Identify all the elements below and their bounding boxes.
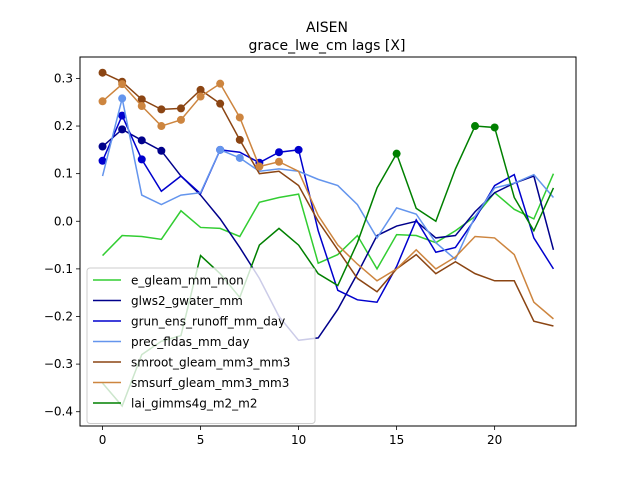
data-point-smsurf_gleam_mm3_mm3-2: [137, 102, 146, 111]
y-tick-label-3: −0.1: [44, 262, 73, 276]
legend-box: [86, 267, 316, 424]
data-point-smroot_gleam_mm3_mm3-5: [196, 85, 205, 94]
x-tick-label-10: 10: [291, 433, 306, 447]
legend: e_gleam_mm_mon glws2_gwater_mm grun_ens_ru…: [86, 267, 316, 424]
data-point-smsurf_gleam_mm3_mm3-5: [196, 92, 205, 101]
data-point-smsurf_gleam_mm3_mm3-7: [235, 113, 244, 122]
data-point-grun_ens_runoff_mm_day-10: [294, 145, 303, 154]
data-point-lai_gimms4g_m2_m2-15: [392, 149, 401, 158]
data-point-grun_ens_runoff_mm_day-1: [118, 111, 127, 120]
legend-label-prec_fldas_mm_day: prec_fldas_mm_day: [131, 335, 250, 349]
series-line-grun_ens_runoff_mm_day: [101, 113, 555, 304]
y-tick-label-4: 0.0: [54, 214, 73, 228]
chart-title: AISEN: [306, 20, 348, 36]
series-line-prec_fldas_mm_day: [101, 98, 555, 261]
legend-label-e_gleam_mm_mon: e_gleam_mm_mon: [131, 274, 244, 288]
data-point-smsurf_gleam_mm3_mm3-6: [216, 79, 225, 88]
y-tick-label-1: −0.3: [44, 357, 73, 371]
x-tick-label-20: 20: [487, 433, 502, 447]
data-point-prec_fldas_mm_day-6: [216, 145, 225, 154]
data-point-grun_ens_runoff_mm_day-2: [137, 155, 146, 164]
y-tick-label-7: 0.3: [54, 71, 73, 85]
data-point-smroot_gleam_mm3_mm3-7: [235, 135, 244, 144]
x-tick-label-15: 15: [389, 433, 404, 447]
x-tick-label-0: 0: [99, 433, 107, 447]
y-tick-label-6: 0.2: [54, 119, 73, 133]
data-point-grun_ens_runoff_mm_day-0: [98, 156, 107, 165]
chart-subtitle: grace_lwe_cm lags [X]: [249, 38, 406, 54]
data-point-smroot_gleam_mm3_mm3-3: [157, 105, 166, 114]
data-point-glws2_gwater_mm-0: [98, 142, 107, 151]
data-point-smroot_gleam_mm3_mm3-6: [216, 99, 225, 108]
plot-area-frame: [79, 56, 577, 427]
legend-label-grun_ens_runoff_mm_day: grun_ens_runoff_mm_day: [131, 315, 285, 329]
data-point-glws2_gwater_mm-1: [118, 125, 127, 134]
legend-label-glws2_gwater_mm: glws2_gwater_mm: [131, 294, 243, 308]
data-point-lai_gimms4g_m2_m2-20: [490, 123, 499, 132]
series-layer: [98, 68, 555, 408]
data-point-smsurf_gleam_mm3_mm3-9: [274, 157, 283, 166]
data-point-grun_ens_runoff_mm_day-9: [274, 148, 283, 157]
data-point-prec_fldas_mm_day-1: [118, 94, 127, 103]
data-point-prec_fldas_mm_day-7: [235, 153, 244, 162]
data-point-smsurf_gleam_mm3_mm3-8: [255, 162, 264, 171]
data-point-smsurf_gleam_mm3_mm3-3: [157, 122, 166, 131]
legend-label-lai_gimms4g_m2_m2: lai_gimms4g_m2_m2: [131, 397, 258, 411]
data-point-smsurf_gleam_mm3_mm3-4: [176, 115, 185, 124]
y-tick-label-5: 0.1: [54, 167, 73, 181]
data-point-lai_gimms4g_m2_m2-19: [471, 122, 480, 131]
data-point-smsurf_gleam_mm3_mm3-1: [118, 80, 127, 89]
data-point-smroot_gleam_mm3_mm3-0: [98, 68, 107, 77]
legend-label-smsurf_gleam_mm3_mm3: smsurf_gleam_mm3_mm3: [131, 376, 289, 390]
ticks-layer: 0 5 10 15 20 −0.4 −0.3 −0.2 −0.1 0.0 0.1 0.2 0.3: [44, 71, 502, 447]
data-point-smsurf_gleam_mm3_mm3-0: [98, 97, 107, 106]
data-point-glws2_gwater_mm-3: [157, 146, 166, 155]
y-tick-label-2: −0.2: [44, 309, 73, 323]
legend-label-smroot_gleam_mm3_mm3: smroot_gleam_mm3_mm3: [131, 356, 290, 370]
series-line-glws2_gwater_mm: [102, 128, 555, 342]
y-tick-label-0: −0.4: [44, 405, 73, 419]
x-tick-label-5: 5: [197, 433, 205, 447]
data-point-smroot_gleam_mm3_mm3-2: [137, 95, 146, 104]
data-point-smroot_gleam_mm3_mm3-4: [176, 104, 185, 113]
data-point-glws2_gwater_mm-2: [137, 136, 146, 145]
